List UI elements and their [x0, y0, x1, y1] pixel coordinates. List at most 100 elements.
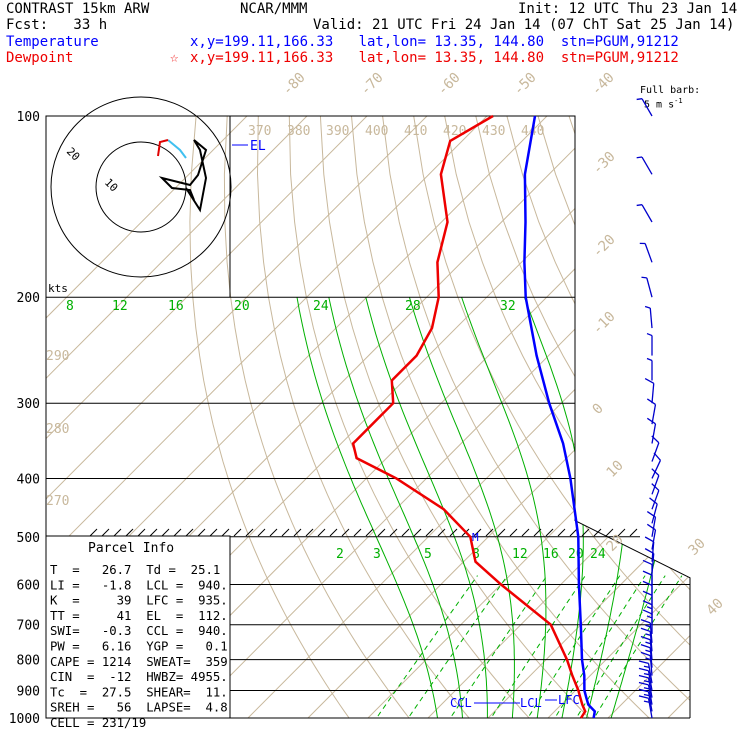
hatch-mark — [233, 528, 242, 537]
hatch-mark — [281, 528, 290, 537]
wind-barb-half-flag — [645, 624, 651, 628]
hatch-mark — [149, 528, 158, 537]
mixing-ratio-label: 16 — [543, 547, 559, 562]
wind-barb-half-flag — [646, 332, 653, 337]
hodograph-trace — [158, 139, 208, 213]
moist-adiabat-label: 32 — [500, 299, 516, 314]
barb-legend-unit: 5 m s-1 — [644, 96, 683, 110]
wind-barb-staff — [651, 503, 658, 524]
parcel-info-row: PW = 6.16 YGP = 0.1 — [50, 640, 228, 654]
isotherm-line — [247, 116, 690, 718]
wind-barb — [638, 674, 653, 698]
wind-barb-flag — [646, 523, 656, 531]
dry-adiabat-line — [319, 116, 603, 718]
wind-barb-flag — [646, 398, 656, 405]
hatch-mark — [389, 528, 398, 537]
wind-barb — [649, 497, 658, 524]
theta-label: 430 — [482, 124, 505, 139]
isotherm-label: 40 — [704, 596, 727, 619]
wind-barb-staff — [646, 277, 653, 298]
mixing-ratio-label: 12 — [512, 547, 528, 562]
pressure-tick-label: 100 — [17, 110, 40, 125]
wind-barb-flag — [642, 559, 653, 566]
dry-adiabat-line — [189, 116, 359, 718]
wind-barb-flag — [649, 497, 658, 505]
wind-barb-half-flag — [644, 305, 651, 309]
hatch-mark — [317, 528, 326, 537]
parcel-info-row: K = 39 LFC = 935. — [50, 594, 228, 608]
mixing-ratio-label: 20 — [568, 547, 584, 562]
wind-barb-flag — [644, 377, 655, 384]
wind-barb — [651, 452, 662, 479]
isotherm-line — [607, 116, 690, 718]
moist-adiabat-line — [461, 297, 547, 718]
moist-adiabat-label: 20 — [234, 299, 250, 314]
wind-barb — [640, 635, 653, 660]
wind-barb — [640, 627, 653, 652]
wind-barb-staff — [651, 490, 660, 510]
barb-legend-title: Full barb: — [640, 85, 701, 96]
wind-barb-flag — [640, 627, 651, 633]
hodograph-ring-inner — [95, 141, 187, 233]
dry-adiabat-line — [506, 116, 690, 718]
theta-label: 380 — [287, 124, 310, 139]
hatch-mark — [557, 528, 566, 537]
parcel-info-title: Parcel Info — [88, 541, 174, 556]
dry-adiabat-line — [256, 116, 481, 718]
hatch-mark — [209, 528, 218, 537]
wind-barb — [640, 643, 653, 668]
wind-barb — [644, 536, 655, 562]
pressure-tick-label: 900 — [17, 684, 40, 699]
isotherm-line — [427, 116, 690, 718]
moist-adiabat-line — [582, 297, 629, 718]
parcel-info-row: CELL = 231/19 — [50, 716, 146, 730]
mixing-ratio-line — [482, 575, 586, 718]
wind-barb — [646, 398, 657, 425]
temperature-profile-line — [523, 115, 597, 719]
el-label: EL — [250, 139, 266, 154]
wind-barb-flag — [640, 619, 651, 624]
isotherm-label: -70 — [358, 70, 387, 99]
wind-barb-staff — [651, 423, 657, 444]
dry-adiabat-line — [475, 116, 690, 718]
mixing-ratio-line — [399, 575, 508, 718]
hatch-mark — [533, 528, 542, 537]
dewpoint-star-icon: ☆ — [170, 50, 179, 66]
wind-barb — [638, 695, 653, 719]
wind-barb-half-flag — [645, 633, 651, 637]
wind-barb — [636, 204, 653, 223]
wind-barb-flag — [638, 688, 649, 693]
init-time: Init: 12 UTC Thu 23 Jan 14 — [518, 1, 738, 17]
wind-barb — [638, 667, 653, 691]
model-title: CONTRAST 15km ARW — [6, 1, 150, 17]
wind-barb-flag — [640, 651, 651, 657]
parcel-info-row: Tc = 27.5 SHEAR= 11. — [50, 685, 228, 699]
wind-barb-half-flag — [643, 687, 650, 690]
pressure-tick-label: 200 — [17, 291, 40, 306]
wind-barb-flag — [638, 681, 649, 686]
lcl-label: LCL — [520, 696, 542, 710]
wind-barb-flag — [644, 536, 655, 543]
moist-adiabat-line — [365, 297, 488, 718]
isotherm-label: -20 — [590, 232, 619, 261]
barb-legend-unit-text: 5 m s — [644, 99, 675, 111]
wind-barb — [640, 619, 653, 643]
hatch-mark — [401, 528, 410, 537]
isotherm-label: 10 — [604, 458, 627, 481]
wind-barb-staff — [641, 98, 653, 117]
wind-barb — [644, 377, 655, 404]
hatch-mark — [365, 528, 374, 537]
hatch-mark — [449, 528, 458, 537]
wind-barb — [640, 651, 653, 676]
wind-barb-half-flag — [646, 615, 653, 619]
moist-adiabat-label: 16 — [168, 299, 184, 314]
wind-barb-half-flag — [643, 665, 650, 668]
wind-barb — [639, 242, 653, 263]
wind-barb — [651, 483, 660, 510]
mixing-ratio-line — [441, 575, 548, 718]
theta-label: 290 — [46, 349, 69, 364]
isotherm-label: 0 — [590, 401, 607, 418]
dewpoint-profile-line — [351, 114, 587, 719]
mixing-ratio-label: 3 — [373, 547, 381, 562]
